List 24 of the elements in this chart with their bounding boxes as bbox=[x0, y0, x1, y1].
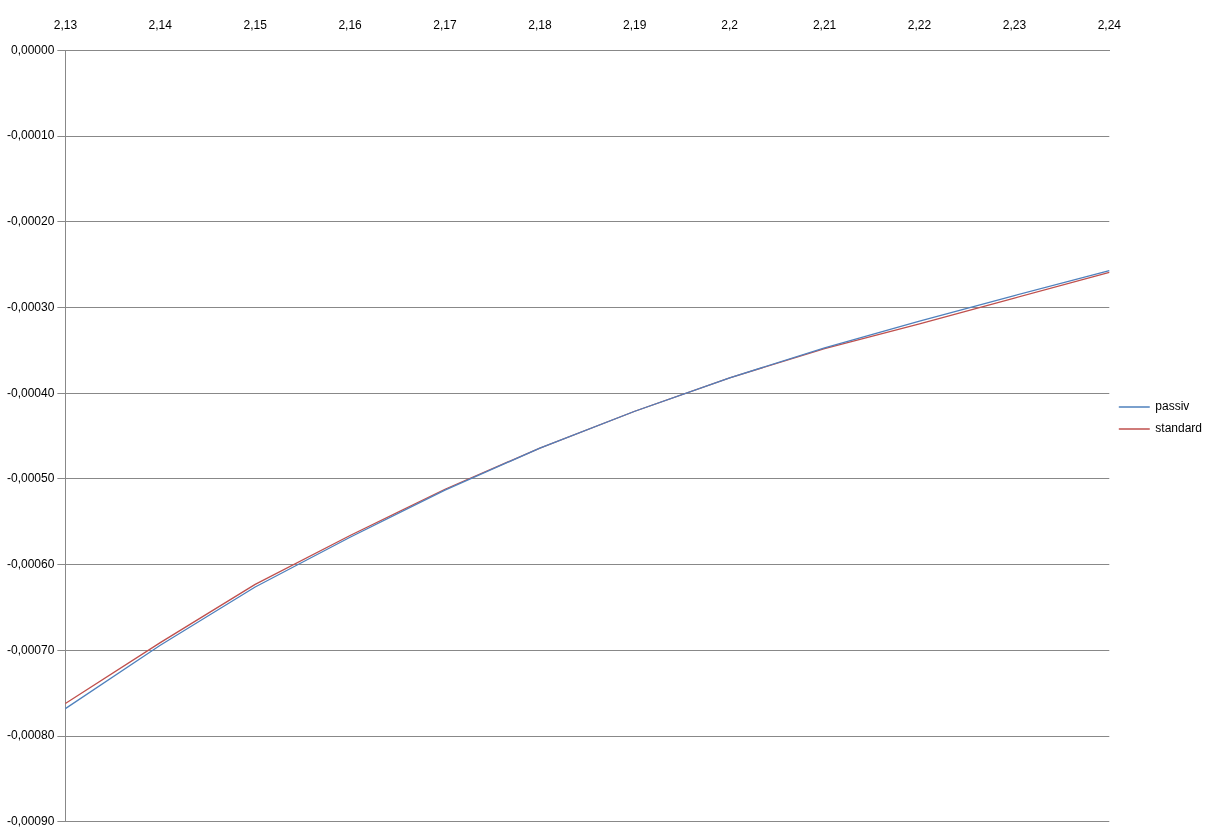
y-tick-label: 0,00000 bbox=[10, 42, 55, 57]
x-tick-label: 2,24 bbox=[1097, 17, 1122, 32]
y-tick-label: -0,00060 bbox=[7, 556, 55, 571]
x-tick-label: 2,17 bbox=[433, 17, 457, 32]
x-tick-label: 2,2 bbox=[721, 17, 739, 32]
y-tick-label: -0,00020 bbox=[7, 214, 55, 229]
legend-label: standard bbox=[1155, 421, 1202, 436]
y-tick-label: -0,00010 bbox=[7, 128, 55, 143]
y-tick-label: -0,00090 bbox=[7, 814, 55, 829]
y-tick-label: -0,00080 bbox=[7, 728, 55, 743]
legend-label: passiv bbox=[1155, 399, 1190, 414]
x-tick-label: 2,22 bbox=[907, 17, 932, 32]
y-tick-label: -0,00070 bbox=[7, 642, 55, 657]
x-tick-label: 2,18 bbox=[528, 17, 552, 32]
x-tick-label: 2,15 bbox=[243, 17, 268, 32]
x-tick-label: 2,13 bbox=[53, 17, 78, 32]
x-tick-label: 2,16 bbox=[338, 17, 363, 32]
x-tick-label: 2,19 bbox=[623, 17, 647, 32]
x-tick-label: 2,23 bbox=[1002, 17, 1027, 32]
y-tick-label: -0,00050 bbox=[7, 471, 55, 486]
y-tick-label: -0,00040 bbox=[7, 385, 55, 400]
x-tick-label: 2,21 bbox=[812, 17, 837, 32]
x-tick-label: 2,14 bbox=[148, 17, 173, 32]
y-tick-label: -0,00030 bbox=[7, 299, 55, 314]
